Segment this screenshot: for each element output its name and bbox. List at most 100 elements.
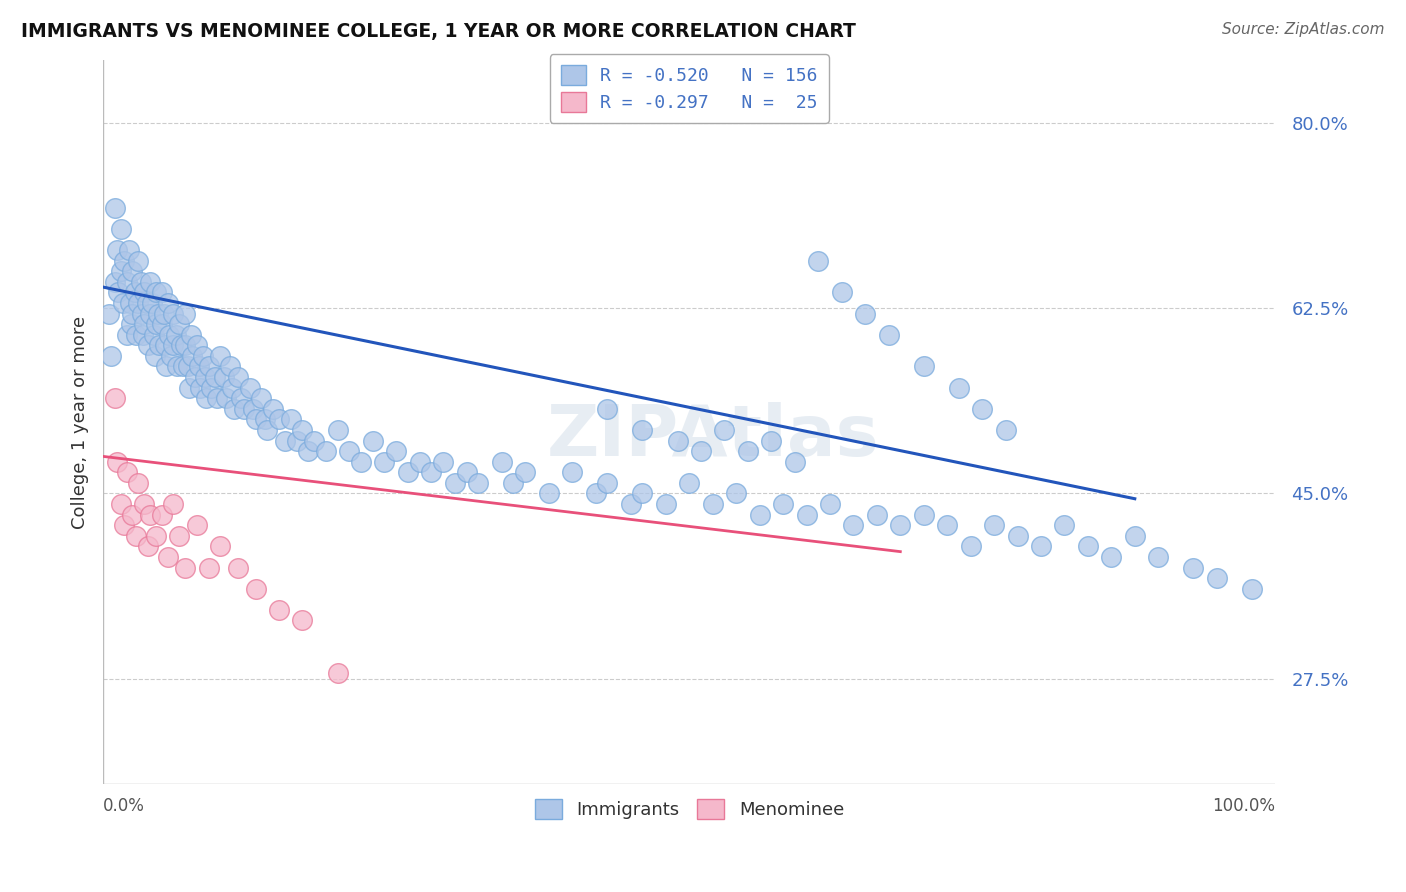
Point — [180, 327, 202, 342]
Point — [725, 486, 748, 500]
Point — [853, 307, 876, 321]
Point — [256, 423, 278, 437]
Point — [120, 317, 142, 331]
Point — [183, 370, 205, 384]
Point — [948, 381, 970, 395]
Point — [150, 285, 173, 300]
Point — [134, 497, 156, 511]
Point — [145, 529, 167, 543]
Point — [162, 497, 184, 511]
Point — [702, 497, 724, 511]
Point — [141, 296, 163, 310]
Point — [889, 518, 911, 533]
Point — [537, 486, 560, 500]
Point — [166, 359, 188, 374]
Point — [250, 391, 273, 405]
Point — [209, 539, 232, 553]
Point — [115, 327, 138, 342]
Point — [98, 307, 121, 321]
Point — [596, 475, 619, 490]
Point — [115, 465, 138, 479]
Point — [188, 359, 211, 374]
Point — [162, 338, 184, 352]
Point — [561, 465, 583, 479]
Point — [121, 508, 143, 522]
Point — [491, 455, 513, 469]
Point — [142, 327, 165, 342]
Point — [783, 455, 806, 469]
Point — [1007, 529, 1029, 543]
Point — [291, 423, 314, 437]
Point — [1099, 549, 1122, 564]
Point — [181, 349, 204, 363]
Point — [120, 296, 142, 310]
Point — [239, 381, 262, 395]
Point — [274, 434, 297, 448]
Point — [631, 486, 654, 500]
Point — [245, 412, 267, 426]
Point — [194, 370, 217, 384]
Point — [110, 264, 132, 278]
Point — [104, 275, 127, 289]
Point — [361, 434, 384, 448]
Point — [100, 349, 122, 363]
Point — [174, 560, 197, 574]
Point — [456, 465, 478, 479]
Point — [242, 401, 264, 416]
Point — [121, 307, 143, 321]
Point — [326, 666, 349, 681]
Point — [761, 434, 783, 448]
Point — [467, 475, 489, 490]
Point — [197, 560, 219, 574]
Point — [226, 370, 249, 384]
Point — [267, 412, 290, 426]
Point — [162, 307, 184, 321]
Point — [118, 243, 141, 257]
Point — [186, 338, 208, 352]
Point — [190, 381, 212, 395]
Point — [215, 391, 238, 405]
Point — [218, 359, 240, 374]
Point — [1053, 518, 1076, 533]
Point — [297, 444, 319, 458]
Point — [150, 317, 173, 331]
Point — [131, 307, 153, 321]
Legend: Immigrants, Menominee: Immigrants, Menominee — [527, 792, 851, 826]
Point — [912, 508, 935, 522]
Point — [666, 434, 689, 448]
Point — [174, 307, 197, 321]
Point — [772, 497, 794, 511]
Point — [127, 296, 149, 310]
Point — [124, 285, 146, 300]
Point — [174, 338, 197, 352]
Point — [105, 455, 128, 469]
Point — [200, 381, 222, 395]
Point — [112, 253, 135, 268]
Point — [115, 275, 138, 289]
Point — [145, 285, 167, 300]
Point — [112, 296, 135, 310]
Point — [212, 370, 235, 384]
Point — [197, 359, 219, 374]
Point — [153, 307, 176, 321]
Point — [127, 475, 149, 490]
Point — [285, 434, 308, 448]
Point — [155, 359, 177, 374]
Point — [267, 603, 290, 617]
Point — [186, 518, 208, 533]
Point — [125, 327, 148, 342]
Point — [502, 475, 524, 490]
Point — [127, 253, 149, 268]
Point — [280, 412, 302, 426]
Point — [172, 359, 194, 374]
Point — [143, 349, 166, 363]
Point — [155, 338, 177, 352]
Point — [156, 549, 179, 564]
Point — [385, 444, 408, 458]
Point — [134, 317, 156, 331]
Point — [221, 381, 243, 395]
Point — [177, 381, 200, 395]
Point — [818, 497, 841, 511]
Point — [136, 338, 159, 352]
Point — [315, 444, 337, 458]
